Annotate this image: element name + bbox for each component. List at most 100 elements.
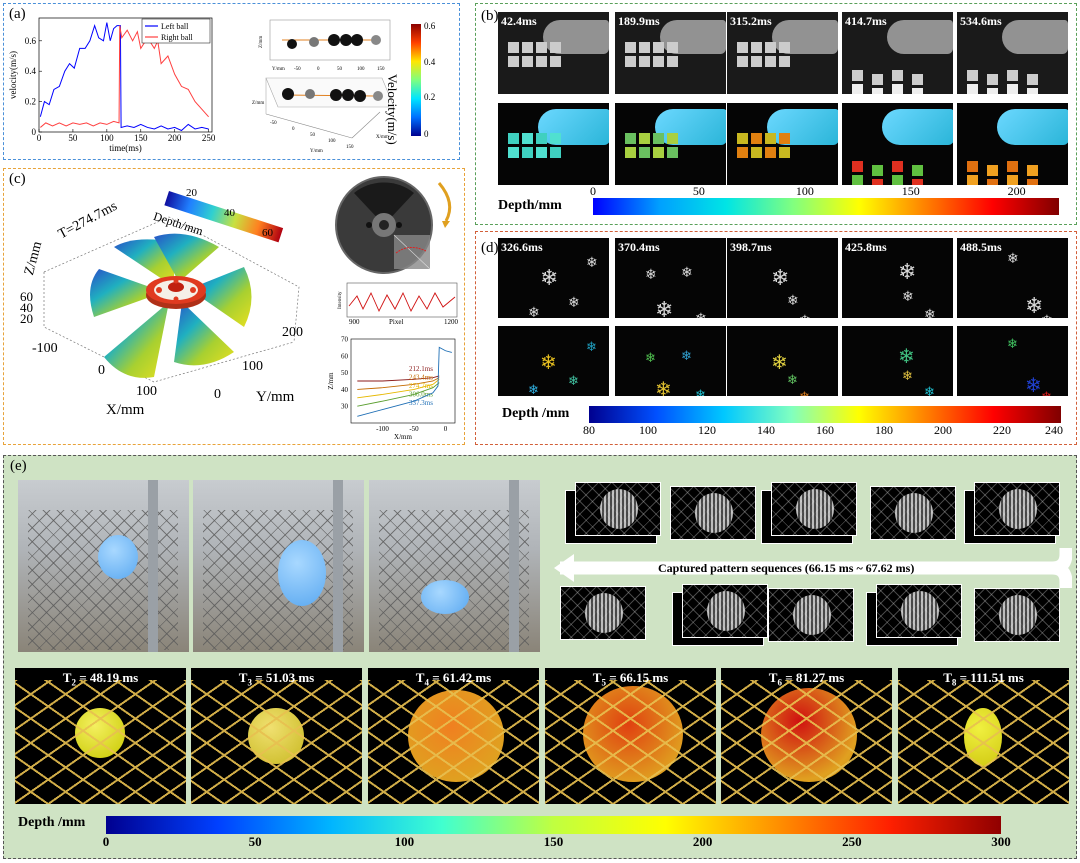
panel-b-label: (b) <box>481 8 499 24</box>
d-gray-frame: ❄❄❄488.5ms <box>957 238 1068 318</box>
depth-frame: T5 = 66.15 ms <box>545 668 716 804</box>
fan-z-tick-1: 40 <box>20 300 33 315</box>
depth-mesh <box>545 680 716 804</box>
depth-mesh <box>721 680 892 804</box>
block <box>987 88 998 94</box>
snowflake-depth-icon: ❄ <box>528 382 539 396</box>
intensity-xlabel: Pixel <box>389 318 404 326</box>
panel-e: (e) Captured pattern sequences (66.15 ms… <box>3 455 1077 859</box>
velocity-tick-0: 0 <box>424 129 429 139</box>
intensity-xtick-1: 1200 <box>444 318 458 326</box>
block <box>508 42 519 53</box>
pattern-balloon <box>585 593 623 633</box>
fan-y-axis-label: Y/mm <box>256 389 295 405</box>
d-depth-frame: ❄ ❄ ❄ ❄ <box>498 326 609 396</box>
velocity-xtick-label: 100 <box>100 133 114 143</box>
b-depth-frame <box>615 103 726 185</box>
block <box>550 56 561 67</box>
pattern-frame <box>771 482 857 536</box>
pattern-balloon <box>600 489 638 529</box>
pattern-frame <box>974 482 1060 536</box>
profile-xtick-label: 0 <box>444 425 448 433</box>
b-depth-frame <box>842 103 953 185</box>
snowflake-icon: ❄ <box>695 312 707 318</box>
panel-a: (a) 0 50 100 150 200 250 0 0.2 0.4 0.6 time(ms) vel… <box>3 3 460 160</box>
d-colorbar-tick: 220 <box>993 423 1011 437</box>
e-colorbar-tick: 50 <box>248 834 262 849</box>
frame-label-sub: 8 <box>951 677 957 688</box>
velocity-chart: 0 50 100 150 200 250 0 0.2 0.4 0.6 time(ms) velocit… <box>8 17 216 153</box>
svg-text:0: 0 <box>317 67 320 72</box>
block <box>667 56 678 67</box>
panel-c-label: (c) <box>9 171 26 187</box>
d-time-label: 425.8ms <box>845 240 887 254</box>
balloon-photo <box>193 480 364 652</box>
hand-depth-shape <box>767 109 838 145</box>
profile-ytick-label: 60 <box>341 352 349 360</box>
snowflake-depth-icon: ❄ <box>540 349 557 374</box>
b-colorbar-tick: 150 <box>901 184 920 198</box>
depth-block <box>653 147 664 158</box>
intensity-ylabel: Intensity <box>338 291 343 310</box>
block <box>536 56 547 67</box>
depth-block <box>751 147 762 158</box>
block <box>522 42 533 53</box>
frame-label-t: T <box>768 670 778 685</box>
d-depth-colorbar <box>589 406 1061 423</box>
d-gray-frame: ❄ ❄ ❄ ❄ 326.6ms <box>498 238 609 318</box>
profile-series-line <box>357 346 452 417</box>
water-balloon <box>98 535 138 579</box>
d-colorbar-tick: 80 <box>583 423 595 437</box>
b-gray-frame: 189.9ms <box>615 12 726 94</box>
velocity-tick-3: 0.6 <box>424 21 436 31</box>
d-gray-frame: ❄ ❄ ❄ 398.7ms <box>727 238 838 318</box>
depth-block <box>1027 165 1038 176</box>
block <box>639 42 650 53</box>
velocity-xlabel: time(ms) <box>109 143 142 153</box>
profile-series-label: 337.3ms <box>409 399 433 407</box>
fan-depth-plot <box>43 216 300 383</box>
svg-text:150: 150 <box>377 67 385 72</box>
e-colorbar-tick: 200 <box>692 834 713 849</box>
e-colorbar-label: Depth /mm <box>18 815 86 830</box>
fan-depth-tick-2: 60 <box>262 227 273 239</box>
block <box>625 56 636 67</box>
frame-label-t: T <box>592 670 602 685</box>
block <box>1007 70 1018 81</box>
depth-block <box>967 161 978 172</box>
velocity-colorbar <box>411 24 421 136</box>
profile-series-label: 274.7ms <box>409 382 433 390</box>
depth-block <box>967 175 978 185</box>
e-colorbar-tick: 150 <box>543 834 564 849</box>
depth-block <box>508 133 519 144</box>
frame-label-t: T <box>238 670 248 685</box>
block <box>852 70 863 81</box>
snowflake-icon: ❄ <box>540 266 559 291</box>
svg-text:Z/mm: Z/mm <box>259 36 264 48</box>
legend-entry: Left ball <box>161 22 189 31</box>
velocity-tick-1: 0.2 <box>424 92 436 102</box>
pattern-balloon <box>707 591 745 631</box>
block <box>1007 84 1018 94</box>
depth-block <box>667 147 678 158</box>
pattern-balloon <box>999 595 1037 635</box>
depth-block <box>508 147 519 158</box>
block <box>912 74 923 85</box>
fan-x-tick-0: -100 <box>32 341 58 356</box>
depth-frame: T6 = 81.27 ms <box>721 668 892 804</box>
b-depth-frame <box>498 103 609 185</box>
profile-ytick-label: 30 <box>341 403 349 411</box>
block <box>765 56 776 67</box>
panel-e-label: (e) <box>10 458 27 474</box>
b-colorbar-tick: 50 <box>692 184 705 198</box>
block <box>852 84 863 94</box>
d-colorbar-tick: 240 <box>1045 423 1063 437</box>
frame-label-sub: 5 <box>601 677 606 688</box>
frame-label-t: T <box>415 670 425 685</box>
panel-c: (c) T=274.7ms Depth/mm 20 40 <box>3 168 465 445</box>
snowflake-icon: ❄ <box>528 305 540 318</box>
block <box>872 74 883 85</box>
snowflake-icon: ❄ <box>1041 314 1053 318</box>
block <box>967 84 978 94</box>
fan-x-axis-label: X/mm <box>106 402 145 418</box>
